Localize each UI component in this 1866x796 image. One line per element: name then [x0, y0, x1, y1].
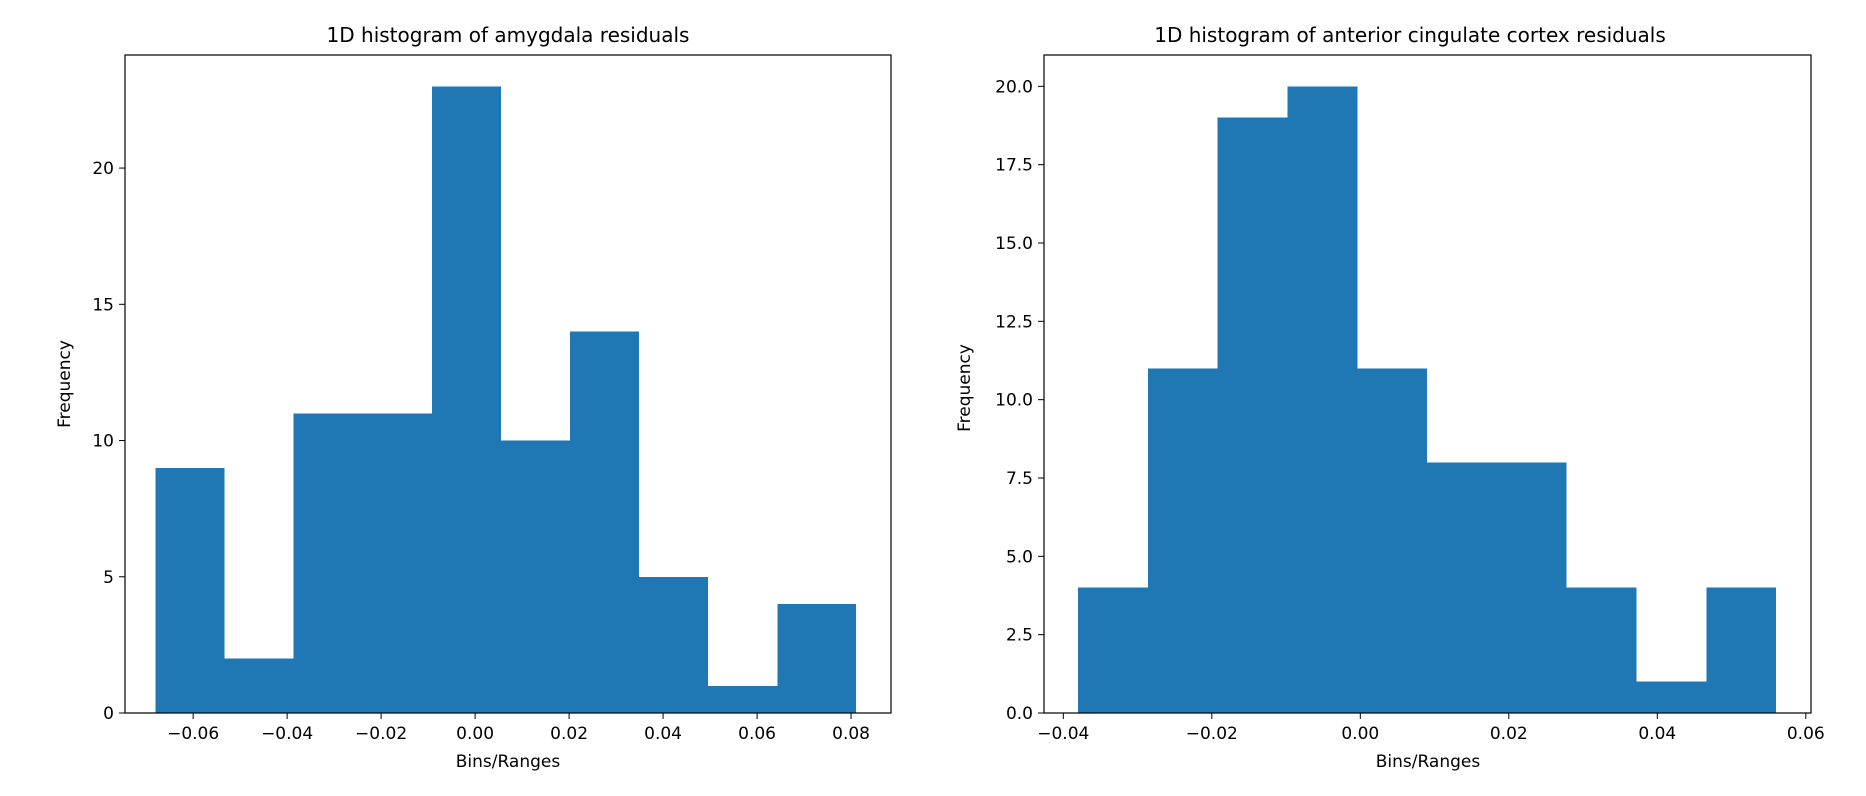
x-axis-label: Bins/Ranges [1376, 752, 1481, 772]
histogram-bar [1287, 86, 1358, 714]
x-tick-label: −0.02 [355, 724, 407, 744]
y-tick-label: 10 [92, 432, 114, 452]
x-tick-label: −0.06 [167, 724, 219, 744]
x-tick-label: 0.06 [1787, 724, 1825, 744]
x-tick-label: 0.04 [1638, 724, 1676, 744]
x-tick-label: 0.08 [832, 724, 870, 744]
histogram-bar [500, 440, 571, 713]
y-tick-label: 10.0 [995, 391, 1033, 411]
histogram-bar [777, 604, 856, 713]
y-tick-label: 20 [92, 159, 114, 179]
histogram-bar [1427, 462, 1497, 713]
histogram-bar [708, 685, 778, 713]
x-tick-label: 0.02 [1490, 724, 1528, 744]
y-tick-label: 17.5 [995, 156, 1033, 176]
amygdala-histogram: 1D histogram of amygdala residuals −0.06… [55, 23, 892, 772]
y-axis-ticks: 0 5 10 15 20 [92, 159, 125, 724]
histogram-bar [293, 413, 363, 713]
x-tick-label: 0.02 [550, 724, 588, 744]
y-tick-label: 12.5 [995, 312, 1033, 332]
x-tick-label: −0.04 [261, 724, 313, 744]
y-tick-label: 15.0 [995, 234, 1033, 254]
x-tick-label: 0.04 [644, 724, 682, 744]
x-tick-label: −0.04 [1037, 724, 1089, 744]
histogram-bar [431, 86, 501, 714]
x-tick-label: 0.06 [738, 724, 776, 744]
chart-title: 1D histogram of anterior cingulate corte… [1154, 23, 1666, 47]
y-tick-label: 0.0 [1006, 704, 1033, 724]
y-tick-label: 5.0 [1006, 547, 1033, 567]
histogram-bar [1706, 587, 1777, 713]
y-axis-ticks: 0.0 2.5 5.0 7.5 10.0 12.5 15.0 17.5 20.0 [995, 77, 1044, 724]
histogram-bar [1496, 462, 1567, 713]
y-axis-label: Frequency [55, 340, 75, 428]
y-tick-label: 20.0 [995, 77, 1033, 97]
histogram-bar [155, 467, 225, 713]
x-tick-label: −0.02 [1186, 724, 1238, 744]
x-tick-label: 0.00 [456, 724, 494, 744]
histogram-bar [1147, 368, 1218, 713]
anterior-cingulate-histogram: 1D histogram of anterior cingulate corte… [955, 23, 1825, 772]
histogram-bar [1217, 117, 1288, 713]
y-tick-label: 15 [92, 295, 114, 315]
histogram-bar [1566, 587, 1637, 713]
plot-frame [124, 54, 892, 714]
x-axis-label: Bins/Ranges [456, 752, 561, 772]
histogram-bar [1078, 587, 1148, 713]
x-axis-ticks: −0.04 −0.02 0.00 0.02 0.04 0.06 [1037, 713, 1825, 744]
x-tick-label: 0.00 [1341, 724, 1379, 744]
y-tick-label: 7.5 [1006, 469, 1033, 489]
y-tick-label: 5 [103, 568, 114, 588]
histogram-bars [1078, 86, 1777, 714]
histogram-bar [1357, 368, 1428, 713]
y-tick-label: 0 [103, 704, 114, 724]
histogram-bar [1636, 681, 1707, 713]
histogram-bar [570, 331, 640, 713]
histogram-bar [362, 413, 432, 713]
plot-frame [1043, 54, 1812, 714]
chart-title: 1D histogram of amygdala residuals [327, 23, 690, 47]
histogram-bar [224, 658, 294, 713]
histogram-bar [639, 576, 709, 713]
y-axis-label: Frequency [955, 344, 975, 432]
x-axis-ticks: −0.06 −0.04 −0.02 0.00 0.02 0.04 0.06 0.08 [167, 713, 870, 744]
y-tick-label: 2.5 [1006, 626, 1033, 646]
histogram-bars [155, 86, 856, 714]
